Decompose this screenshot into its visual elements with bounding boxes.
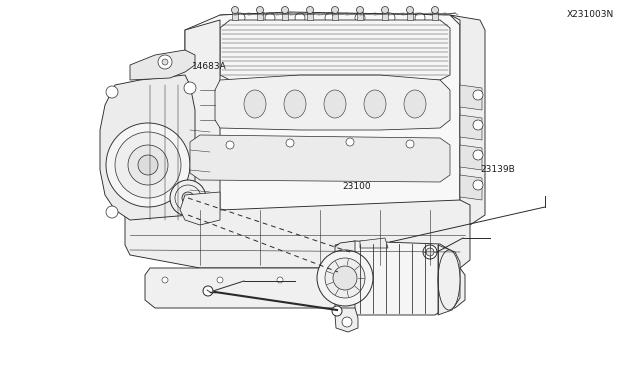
Polygon shape [382,12,388,20]
Circle shape [307,6,314,13]
Circle shape [257,6,264,13]
Polygon shape [125,200,470,268]
Circle shape [342,317,352,327]
Text: 23100: 23100 [342,182,371,190]
Circle shape [473,150,483,160]
Circle shape [431,6,438,13]
Circle shape [128,145,168,185]
Circle shape [332,306,342,316]
Circle shape [317,250,373,306]
Polygon shape [307,12,313,20]
Polygon shape [100,75,195,220]
Polygon shape [185,12,460,215]
Circle shape [473,90,483,100]
Polygon shape [432,12,438,20]
Circle shape [426,248,434,256]
Circle shape [332,6,339,13]
Circle shape [186,201,198,213]
Polygon shape [130,50,195,80]
Ellipse shape [284,90,306,118]
Circle shape [473,180,483,190]
Circle shape [355,13,365,23]
Ellipse shape [324,90,346,118]
Circle shape [138,155,158,175]
Polygon shape [460,115,482,140]
Polygon shape [450,15,485,225]
Polygon shape [282,12,288,20]
Circle shape [203,286,213,296]
Polygon shape [360,238,388,248]
Circle shape [325,258,365,298]
Circle shape [385,13,395,23]
Circle shape [381,6,388,13]
Ellipse shape [244,90,266,118]
Circle shape [170,180,206,216]
Circle shape [346,138,354,146]
Circle shape [423,245,437,259]
Circle shape [337,277,343,283]
Polygon shape [335,241,455,315]
Circle shape [333,266,357,290]
Ellipse shape [438,250,460,310]
Circle shape [277,277,283,283]
Circle shape [106,206,118,218]
Polygon shape [257,12,263,20]
Circle shape [106,123,190,207]
Circle shape [415,13,425,23]
Circle shape [232,6,239,13]
Polygon shape [130,20,220,220]
Circle shape [473,120,483,130]
Circle shape [295,13,305,23]
Circle shape [406,6,413,13]
Polygon shape [407,12,413,20]
Text: X231003N: X231003N [567,10,614,19]
Circle shape [286,139,294,147]
Polygon shape [460,175,482,200]
Polygon shape [460,145,482,170]
Ellipse shape [364,90,386,118]
Circle shape [226,141,234,149]
Polygon shape [232,12,238,20]
Circle shape [397,277,403,283]
Circle shape [447,277,453,283]
Polygon shape [190,135,450,182]
Polygon shape [438,245,460,315]
Circle shape [162,59,168,65]
Circle shape [406,140,414,148]
Polygon shape [220,20,450,80]
Circle shape [325,13,335,23]
Circle shape [182,192,194,204]
Polygon shape [215,75,450,130]
Circle shape [162,277,168,283]
Circle shape [235,13,245,23]
Circle shape [184,82,196,94]
Ellipse shape [404,90,426,118]
Text: 14683A: 14683A [192,62,227,71]
Polygon shape [145,268,465,308]
Polygon shape [332,12,338,20]
Polygon shape [357,12,363,20]
Polygon shape [335,241,355,318]
Text: 23139B: 23139B [480,165,515,174]
Circle shape [115,132,181,198]
Polygon shape [335,308,358,332]
Circle shape [282,6,289,13]
Polygon shape [180,192,220,225]
Polygon shape [460,85,482,110]
Circle shape [106,86,118,98]
Circle shape [217,277,223,283]
Circle shape [265,13,275,23]
Circle shape [356,6,364,13]
Circle shape [158,55,172,69]
